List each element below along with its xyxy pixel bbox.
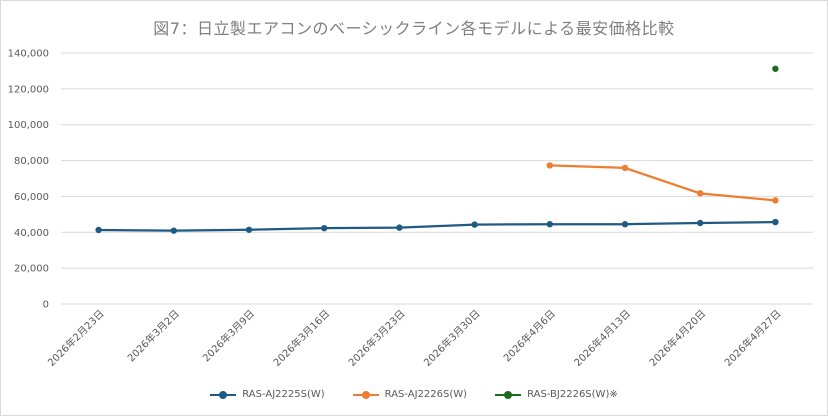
data-point: [546, 162, 553, 169]
data-point: [321, 224, 328, 232]
data-point: [170, 227, 177, 234]
y-tick-label: 80,000: [14, 156, 49, 167]
data-point: [697, 190, 704, 197]
legend-item: RAS-AJ2225S(W): [210, 389, 325, 400]
y-tick-label: 20,000: [14, 264, 49, 275]
x-tick-label: 2026年4月13日: [571, 307, 633, 369]
data-point: [772, 218, 779, 226]
data-point: [95, 226, 102, 234]
legend-swatch: [495, 390, 522, 400]
x-tick-label: 2026年3月23日: [346, 307, 408, 369]
x-tick-label: 2026年4月6日: [501, 307, 558, 364]
data-point: [546, 221, 553, 228]
legend: RAS-AJ2225S(W) RAS-AJ2226S(W) RAS-BJ2226S(…: [1, 389, 827, 400]
data-point: [772, 65, 779, 72]
data-point: [396, 224, 403, 231]
legend-swatch: [352, 390, 379, 400]
legend-label: RAS-AJ2225S(W): [242, 389, 325, 400]
x-tick-label: 2026年3月30日: [421, 307, 483, 369]
legend-item: RAS-BJ2226S(W)※: [495, 389, 618, 400]
x-tick-label: 2026年4月20日: [646, 307, 708, 369]
y-tick-label: 40,000: [14, 228, 49, 239]
legend-label: RAS-BJ2226S(W)※: [527, 389, 618, 400]
data-point: [621, 221, 629, 228]
series-line: [97, 220, 777, 232]
y-tick-label: 100,000: [8, 120, 49, 131]
y-tick-label: 140,000: [8, 49, 49, 60]
legend-swatch: [210, 390, 237, 400]
chart-title: 図7：日立製エアコンのベーシックライン各モデルによる最安価格比較: [153, 19, 675, 38]
data-point: [697, 219, 704, 227]
x-tick-label: 2026年3月2日: [125, 307, 182, 364]
y-tick-label: 0: [43, 300, 49, 311]
data-point: [772, 197, 779, 204]
legend-item: RAS-AJ2226S(W): [352, 389, 468, 400]
x-tick-label: 2026年3月16日: [270, 307, 332, 369]
data-point: [621, 164, 629, 172]
x-tick-label: 2026年3月9日: [200, 307, 257, 364]
legend-label: RAS-AJ2226S(W): [384, 389, 468, 400]
data-point: [471, 221, 478, 228]
x-tick-label: 2026年2月23日: [45, 307, 107, 369]
data-point: [245, 226, 253, 233]
series-line: [548, 164, 777, 202]
x-tick-label: 2026年4月27日: [722, 307, 784, 369]
y-tick-label: 60,000: [14, 192, 49, 203]
y-tick-label: 120,000: [8, 84, 49, 95]
